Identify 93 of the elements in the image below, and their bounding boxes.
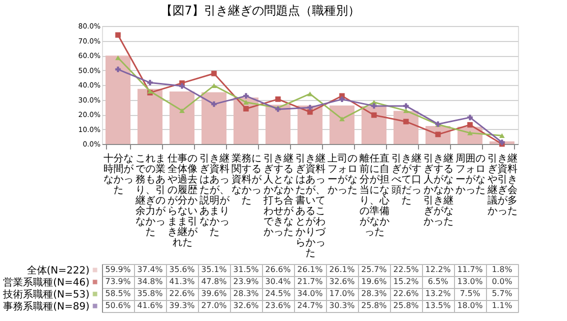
- data-label: 19.6%: [361, 277, 388, 286]
- data-label: 25.8%: [361, 301, 388, 310]
- x-tick-label: 引き継ぎ資料はあったが、説明があまりなかった: [200, 152, 230, 238]
- x-tick-label: 業務に関する資料がなかった: [232, 152, 262, 206]
- data-label: 32.6%: [233, 301, 260, 310]
- data-label: 13.2%: [425, 289, 452, 298]
- data-label: 58.5%: [105, 289, 132, 298]
- data-label: 18.0%: [457, 301, 484, 310]
- point: [403, 108, 409, 114]
- data-label: 24.5%: [265, 289, 292, 298]
- data-label: 0.0%: [492, 277, 513, 286]
- data-label: 25.8%: [393, 301, 420, 310]
- data-label: 47.8%: [201, 277, 228, 286]
- x-tick-label: 引き継ぎ資料や引き継ぎ会議が多かった: [486, 152, 518, 217]
- data-label: 39.3%: [169, 301, 196, 310]
- bar: [362, 106, 386, 144]
- data-label: 15.2%: [393, 277, 420, 286]
- data-label: 34.0%: [297, 289, 324, 298]
- data-label: 22.6%: [169, 289, 196, 298]
- data-label: 28.3%: [233, 289, 260, 298]
- data-label: 73.9%: [105, 277, 132, 286]
- data-label: 24.7%: [297, 301, 324, 310]
- data-label: 30.4%: [265, 277, 292, 286]
- data-label: 22.5%: [393, 265, 420, 274]
- data-label: 26.6%: [265, 265, 292, 274]
- data-label: 25.7%: [361, 265, 388, 274]
- data-label: 35.6%: [169, 265, 196, 274]
- bar: [266, 104, 290, 144]
- data-label: 26.1%: [297, 265, 324, 274]
- data-label: 21.7%: [297, 277, 324, 286]
- point: [435, 132, 441, 138]
- data-label: 22.6%: [393, 289, 420, 298]
- point: [243, 106, 249, 112]
- bar: [298, 106, 322, 144]
- data-label: 50.6%: [105, 301, 132, 310]
- data-label: 11.7%: [457, 265, 484, 274]
- bar: [106, 56, 130, 144]
- data-label: 23.9%: [233, 277, 260, 286]
- point: [499, 133, 505, 138]
- data-label: 32.6%: [329, 277, 356, 286]
- data-label: 34.8%: [137, 277, 164, 286]
- x-tick-label: 引き継ぎがすべて口頭だった: [392, 152, 422, 206]
- data-label: 1.1%: [492, 301, 513, 310]
- legend-label: 技術系職種(N=53): [2, 288, 90, 300]
- data-label: 6.5%: [428, 277, 449, 286]
- x-tick-label: 周囲のフォローがなかった: [456, 154, 486, 196]
- data-label: 23.6%: [265, 301, 292, 310]
- bar: [330, 106, 354, 144]
- x-tick-label: 引き継ぎする人となかなか打ち合わせができなかった: [262, 152, 294, 238]
- point: [467, 122, 473, 128]
- point: [211, 101, 217, 107]
- data-label: 41.6%: [137, 301, 164, 310]
- legend-label: 全体(N=222): [26, 264, 90, 276]
- bar: [170, 91, 194, 144]
- category-label: 引き継ぎ資料はあったが、書いてあることがわかりづらかった: [296, 154, 326, 259]
- data-label: 31.5%: [233, 265, 260, 274]
- data-label: 41.3%: [169, 277, 196, 286]
- data-label: 35.1%: [201, 265, 228, 274]
- data-label: 27.0%: [201, 301, 228, 310]
- data-label: 59.9%: [105, 265, 132, 274]
- x-tick-label: 上司のフォローがなかった: [328, 152, 358, 196]
- x-tick-label: 十分な時間がなかった: [104, 152, 134, 196]
- point: [179, 108, 185, 114]
- legend-label: 営業系職種(N=46): [3, 276, 90, 288]
- data-label: 37.4%: [137, 265, 164, 274]
- point: [467, 130, 473, 136]
- data-label: 5.7%: [492, 289, 513, 298]
- data-label: 30.3%: [329, 301, 356, 310]
- point: [243, 100, 249, 105]
- point: [339, 116, 345, 122]
- category-label: 仕事の全体像や過去の履歴が分からないまま引き継がれた: [168, 154, 198, 248]
- data-label: 12.2%: [425, 265, 452, 274]
- data-label: 28.3%: [361, 289, 388, 298]
- bar: [202, 92, 226, 144]
- data-label: 13.0%: [457, 277, 484, 286]
- data-label: 13.5%: [425, 301, 452, 310]
- data-label: 1.8%: [492, 265, 513, 274]
- data-label: 39.6%: [201, 289, 228, 298]
- x-tick-label: 離任直前に自分が担当になり、心の準備がなかった: [360, 152, 390, 238]
- point: [115, 55, 121, 60]
- point: [275, 96, 281, 102]
- x-tick-label: これまでの業務もあり、引継ぎの余力がなかった: [134, 154, 166, 238]
- point: [371, 112, 377, 118]
- point: [339, 96, 345, 102]
- data-label: 7.5%: [460, 289, 481, 298]
- bar: [138, 88, 162, 144]
- data-label: 35.8%: [137, 289, 164, 298]
- chart-title: 【図7】引き継ぎの問題点（職種別）: [160, 4, 360, 18]
- data-label: 17.0%: [329, 289, 356, 298]
- data-label: 26.1%: [329, 265, 356, 274]
- point: [403, 118, 409, 124]
- x-tick-label: 引き継ぎする人がなかなか引き継ぎがなかった: [424, 152, 454, 228]
- legend-label: 事務系職種(N=89): [3, 300, 90, 312]
